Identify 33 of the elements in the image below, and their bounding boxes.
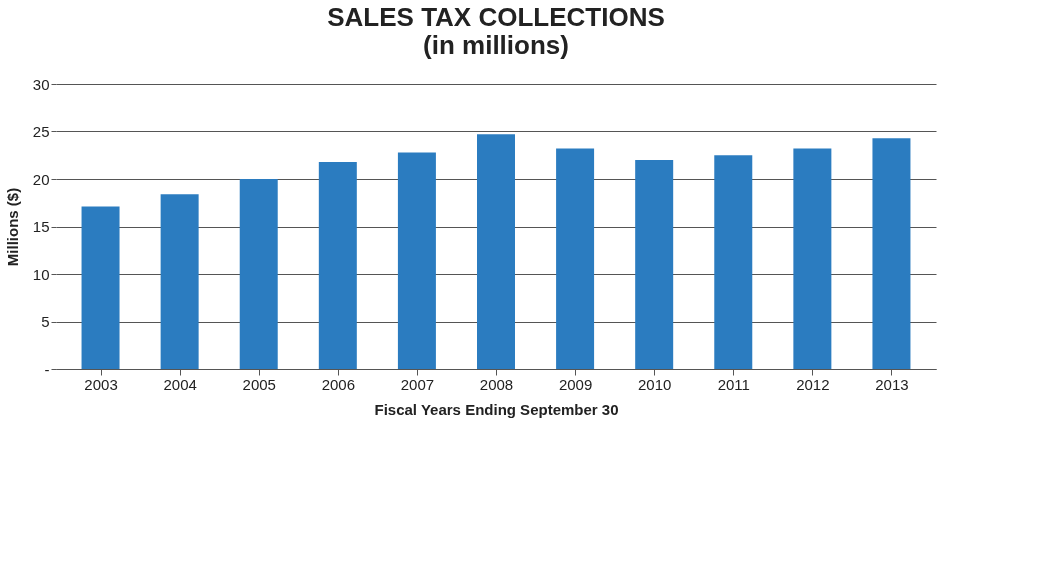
bar — [635, 160, 674, 369]
y-axis-title: Millions ($) — [3, 187, 21, 267]
text: SALES TAX COLLECTIONS — [327, 2, 665, 32]
x-tick-label: 2008 — [479, 375, 514, 393]
x-tick-label: 2012 — [796, 375, 830, 393]
x-tick-label: 2009 — [558, 375, 593, 393]
bar — [872, 138, 911, 369]
y-tick-label: 25 — [32, 123, 50, 140]
x-tick-label: 2013 — [875, 375, 909, 393]
x-tick-label: 2006 — [321, 375, 356, 393]
bar — [793, 148, 832, 369]
bar — [81, 206, 120, 369]
y-tick-label: 10 — [32, 265, 50, 283]
y-tick-label: 5 — [41, 313, 50, 330]
bar — [714, 155, 753, 369]
bar — [160, 194, 199, 369]
bar — [477, 134, 515, 369]
x-tick-label: 2007 — [400, 375, 435, 393]
bar — [239, 179, 278, 369]
bar — [397, 152, 436, 369]
bar — [556, 148, 595, 369]
text: (in millions) — [423, 30, 569, 60]
x-tick-label: 2005 — [242, 375, 276, 393]
bar — [318, 161, 357, 369]
x-tick-label: 2004 — [163, 375, 197, 393]
x-tick-label: 2011 — [717, 375, 750, 393]
y-tick-label: - — [44, 360, 50, 378]
y-tick-label: 30 — [32, 75, 50, 93]
y-tick-label: 15 — [32, 218, 50, 235]
x-tick-label: 2003 — [84, 375, 118, 393]
x-tick-label: 2010 — [637, 375, 672, 393]
y-tick-label: 20 — [32, 170, 50, 188]
x-axis-title: Fiscal Years Ending September 30 — [374, 400, 619, 418]
